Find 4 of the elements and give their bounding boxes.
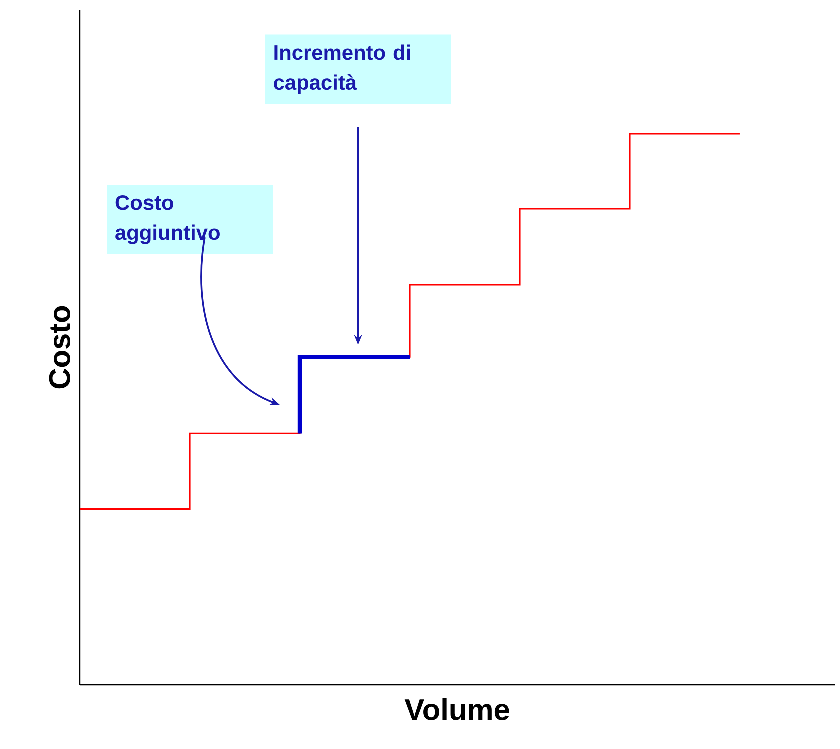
x-axis-title: Volume (404, 698, 510, 720)
text: Incremento di capacità (274, 44, 410, 94)
y-axis-title: Costo (49, 306, 70, 389)
annotation: Costo aggiuntivo (116, 195, 220, 244)
